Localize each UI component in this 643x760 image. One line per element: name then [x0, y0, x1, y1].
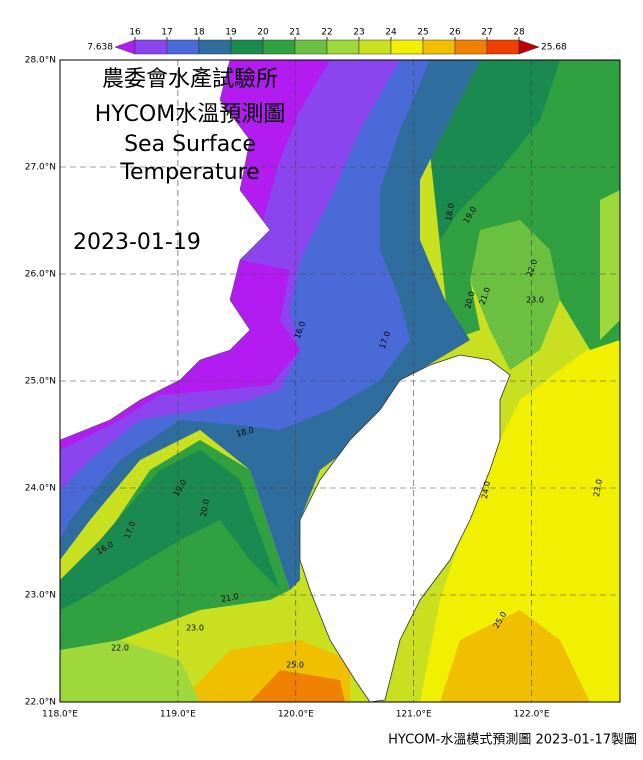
date: 2023-01-19: [73, 230, 201, 255]
colorbar-cell: [198, 39, 232, 55]
contour-label: 23.0: [186, 624, 204, 633]
colorbar-label: 23: [353, 28, 364, 38]
map: [59, 59, 620, 703]
colorbar-cell: [390, 39, 424, 55]
china-coast: [59, 59, 271, 441]
colorbar-label: 18: [193, 28, 205, 38]
lat-label: 25.0°N: [25, 377, 56, 387]
title-line: Temperature: [119, 160, 259, 185]
colorbar-cell: [114, 39, 136, 55]
title-line: 農委會水產試驗所: [102, 67, 278, 92]
colorbar-cell: [326, 39, 360, 55]
colorbar-cell: [134, 39, 168, 55]
colorbar-cell: [358, 39, 392, 55]
colorbar-label: 27: [481, 28, 492, 38]
colorbar-cell: [518, 39, 540, 55]
lat-label: 24.0°N: [25, 484, 56, 494]
lat-label: 26.0°N: [25, 270, 56, 280]
colorbar-cell: [230, 39, 264, 55]
colorbar-label: 28: [513, 28, 525, 38]
colorbar-cell: [486, 39, 520, 55]
colorbar-max: 25.68: [541, 43, 567, 53]
contour-label: 18.0: [444, 202, 456, 221]
zone: [250, 670, 345, 702]
contour-label: 21.0: [220, 592, 239, 604]
colorbar-label: 17: [161, 28, 172, 38]
map-frame: [59, 59, 621, 703]
colorbar-label: 20: [257, 28, 269, 38]
colorbar-cell: [422, 39, 456, 55]
colorbar-label: 19: [225, 28, 237, 38]
zone: [420, 330, 620, 702]
zone: [440, 610, 590, 702]
colorbar-label: 24: [385, 28, 397, 38]
lon-label: 119.0°E: [160, 710, 196, 720]
contour-label: 23.0: [526, 296, 544, 305]
lon-label: 120.0°E: [278, 710, 314, 720]
zone: [600, 190, 620, 340]
lon-label: 122.0°E: [514, 710, 550, 720]
contour-label: 18.0: [235, 425, 255, 438]
lon-label: 118.0°E: [42, 710, 78, 720]
lat-label: 23.0°N: [25, 591, 56, 601]
lon-label: 121.0°E: [396, 710, 432, 720]
zone: [60, 450, 280, 610]
lat-label: 28.0°N: [25, 56, 56, 66]
contour-label: 24.0: [480, 480, 492, 499]
colorbar-label: 22: [321, 28, 332, 38]
contour-label: 25.0: [286, 661, 304, 670]
contour-label: 20.0: [199, 498, 211, 517]
colorbar-label: 21: [289, 28, 300, 38]
footer: HYCOM-水溫模式預測圖 2023-01-17製圖: [388, 733, 637, 748]
colorbar-min: 7.638: [87, 43, 113, 53]
contour-label: 23.0: [592, 478, 604, 497]
lat-label: 22.0°N: [25, 698, 56, 708]
lat-label: 27.0°N: [25, 163, 56, 173]
colorbar-label: 25: [417, 28, 428, 38]
title-line: HYCOM水溫預測圖: [95, 102, 285, 127]
contour-label: 20.0: [463, 290, 476, 310]
colorbar-cell: [262, 39, 296, 55]
contour-label: 22.0: [111, 644, 129, 653]
zone: [60, 640, 200, 702]
colorbar-label: 16: [129, 28, 141, 38]
colorbar-cell: [166, 39, 200, 55]
colorbar-label: 26: [449, 28, 461, 38]
colorbar-cell: [294, 39, 328, 55]
title-line: Sea Surface: [124, 132, 256, 157]
zone: [470, 220, 560, 370]
colorbar-cell: [454, 39, 488, 55]
